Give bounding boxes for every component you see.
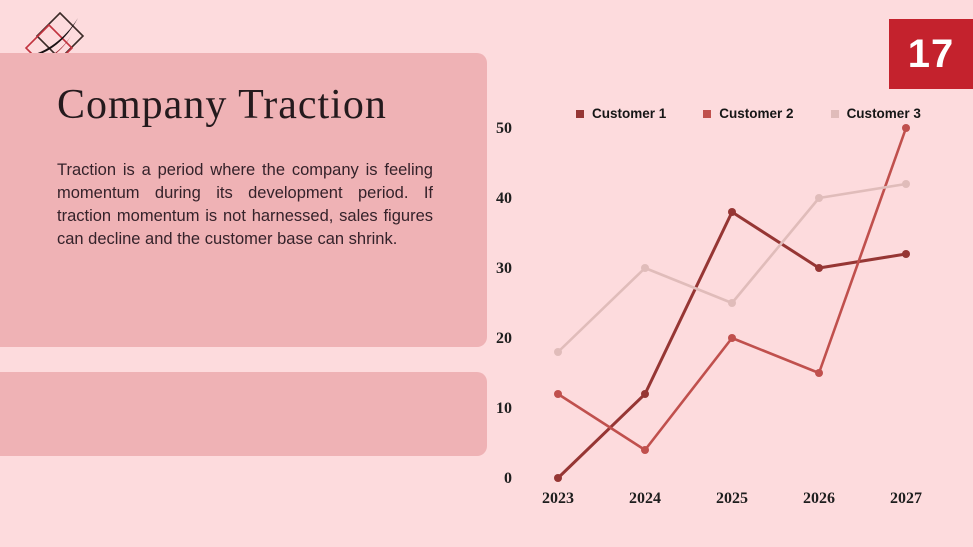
legend-marker-square-icon [830,109,839,118]
axis-tick-label: 10 [496,400,512,417]
legend-label: Customer 1 [592,106,667,121]
legend-item-customer-3: Customer 3 [830,106,921,121]
line-series-2 [557,127,908,452]
axis-tick-label: 2023 [542,490,574,507]
axis-tick-label: 30 [496,260,512,277]
axis-tick-label: 2027 [890,490,922,507]
traction-line-chart: Customer 1 Customer 2 Customer 3 0 10 20 30… [490,95,973,515]
title-panel: Company Traction Traction is a period wh… [0,53,487,347]
legend-label: Customer 2 [719,106,794,121]
data-point [815,264,823,272]
legend-label: Customer 3 [846,106,921,121]
data-point [902,250,910,258]
legend-marker-square-icon [703,109,712,118]
line-chart-plot: 0 10 20 30 40 50 2023 2024 2025 2026 2027 [496,120,922,507]
body-paragraph: Traction is a period where the company i… [57,161,433,248]
data-point [554,474,562,482]
data-point [641,446,649,454]
line-series-1 [556,210,907,480]
legend-marker-square-icon [576,109,584,118]
data-point [815,369,823,377]
data-point [554,390,562,398]
axis-tick-label: 20 [496,330,512,347]
data-point [728,208,736,216]
data-point [554,348,562,356]
legend-item-customer-2: Customer 2 [703,106,794,121]
page-title: Company Traction [57,82,387,128]
data-point [728,334,736,342]
axis-tick-label: 0 [504,470,512,487]
data-point [641,390,649,398]
axis-tick-label: 2024 [629,490,661,507]
axis-tick-label: 40 [496,190,512,207]
data-point [815,194,823,202]
axis-tick-label: 50 [496,120,512,137]
page-number-badge: 17 [889,19,973,89]
axis-tick-label: 2026 [803,490,835,507]
data-point [902,180,910,188]
data-point [641,264,649,272]
data-point [902,124,910,132]
accent-panel [0,372,487,456]
data-point [728,299,736,307]
legend-item-customer-1: Customer 1 [576,106,666,121]
axis-tick-label: 2025 [716,490,748,507]
chart-legend: Customer 1 Customer 2 Customer 3 [576,106,921,121]
